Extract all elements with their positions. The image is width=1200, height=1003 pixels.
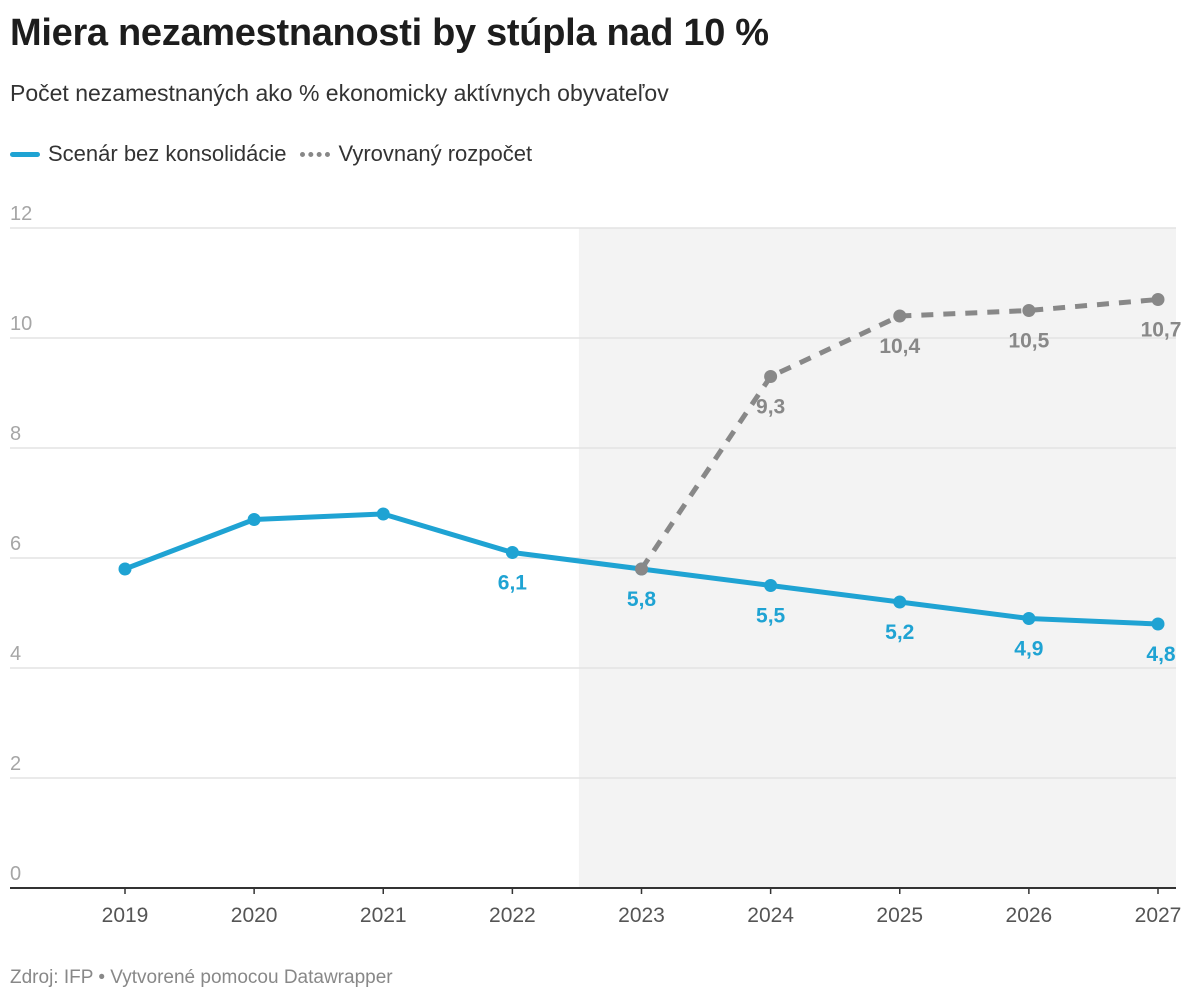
data-point-no-consolidation [118,562,132,576]
legend-swatch-solid [10,151,40,157]
data-point-no-consolidation [376,507,390,521]
chart-subtitle: Počet nezamestnaných ako % ekonomicky ak… [10,80,669,106]
x-tick-label: 2025 [876,904,923,927]
data-label-balanced-budget: 9,3 [756,396,785,419]
data-point-no-consolidation [247,513,261,526]
data-point-no-consolidation [893,595,907,609]
legend-label: Vyrovnaný rozpočet [338,141,533,166]
source-note: Zdroj: IFP • Vytvorené pomocou Datawrapp… [10,967,393,988]
y-tick-label: 6 [10,533,21,555]
data-point-no-consolidation [764,579,778,592]
legend-label: Scenár bez konsolidácie [48,141,287,166]
x-tick-label: 2026 [1006,904,1053,927]
data-label-no-consolidation: 5,2 [885,621,914,644]
y-tick-label: 0 [10,863,21,885]
data-label-no-consolidation: 6,1 [498,572,528,595]
data-point-balanced-budget [764,370,778,383]
x-tick-label: 2020 [231,904,278,927]
data-point-balanced-budget [893,309,907,323]
x-tick-label: 2023 [618,904,665,927]
data-point-balanced-budget [1151,293,1165,306]
data-label-balanced-budget: 10,4 [879,335,920,358]
x-tick-label: 2019 [102,904,149,927]
y-tick-label: 8 [10,423,21,445]
x-tick-label: 2027 [1135,904,1182,927]
legend-item-no-consolidation: Scenár bez konsolidácie [10,141,286,167]
y-tick-label: 2 [10,753,21,775]
data-label-no-consolidation: 5,8 [627,588,657,611]
data-point-no-consolidation [505,546,519,559]
data-label-no-consolidation: 4,9 [1014,638,1043,661]
data-label-no-consolidation: 4,8 [1146,643,1176,666]
data-label-balanced-budget: 10,5 [1008,330,1049,353]
data-point-no-consolidation [1151,617,1165,631]
data-point-balanced-budget [635,562,648,576]
chart-title: Miera nezamestnanosti by stúpla nad 10 % [10,12,769,54]
legend-item-balanced-budget: Vyrovnaný rozpočet [300,141,532,167]
data-label-no-consolidation: 5,5 [756,605,786,628]
legend: Scenár bez konsolidácie Vyrovnaný rozpoč… [10,141,546,167]
y-tick-label: 4 [10,643,21,665]
x-tick-label: 2021 [360,904,407,927]
x-tick-label: 2022 [489,904,536,927]
legend-swatch-dashed [300,151,331,157]
data-point-no-consolidation [1022,612,1036,625]
data-point-balanced-budget [1022,304,1036,317]
data-label-balanced-budget: 10,7 [1141,319,1182,342]
y-tick-label: 12 [10,203,32,225]
x-tick-label: 2024 [747,904,794,927]
y-tick-label: 10 [10,313,32,335]
